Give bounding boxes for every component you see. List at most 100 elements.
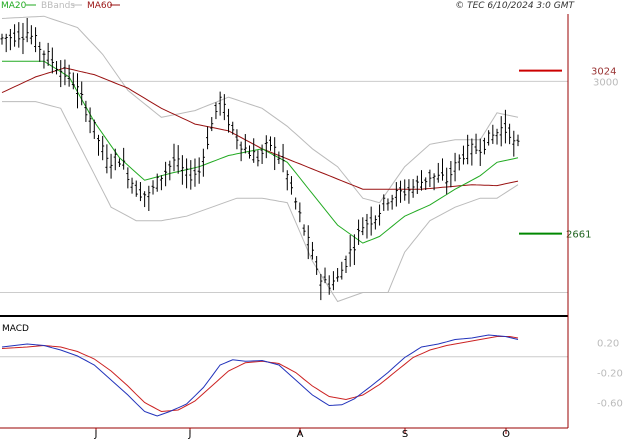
ohlc-bar [352,234,356,266]
legend-ma20-label: MA20 [1,1,27,11]
ohlc-bar [185,158,189,189]
ohlc-bar [38,41,42,62]
ohlc-bar [449,161,453,188]
ohlc-bar [210,117,214,132]
x-tick-label: S [402,429,408,440]
ohlc-bar [80,81,84,106]
ohlc-bar [17,22,21,48]
ohlc-bar [487,130,491,146]
ohlc-bar [319,273,323,301]
ohlc-bar [482,137,486,155]
ohlc-bar [164,161,168,187]
ohlc-bar [298,202,302,223]
ohlc-bar [386,198,390,211]
ohlc-bar [159,175,163,191]
ohlc-bar [122,147,126,170]
bband-lower-line [2,101,519,303]
ohlc-bar [101,135,105,161]
ma60-line [1,67,519,190]
macd-y-tick: -0.60 [597,399,623,410]
ohlc-bar [189,160,193,190]
ohlc-bar [218,91,222,116]
macd-panel: MACD 0.20 -0.20 -0.60 [0,324,623,417]
ohlc-bar [206,126,210,150]
ohlc-bar [180,155,184,185]
ohlc-bar [147,185,151,212]
copyright-text: © TEC 6/10/2024 3:0 GMT [455,1,575,11]
ohlc-bar [491,124,495,144]
ohlc-bar [248,145,252,159]
ohlc-bar [394,182,398,207]
ohlc-bar [260,144,264,164]
ohlc-bar [415,175,419,194]
ohlc-bar [201,148,205,177]
ohlc-bar [281,143,285,173]
legend-bbands-label: BBands [41,1,75,11]
macd-title: MACD [2,324,29,334]
ohlc-bar [252,138,256,163]
x-tick-label: J [188,429,192,440]
ohlc-bar [289,176,293,195]
ohlc-bar [34,27,38,53]
ohlc-bar [495,128,499,145]
ohlc-bar [390,194,394,210]
ohlc-bar [46,42,50,66]
ohlc-bar [176,145,180,174]
ohlc-bar [130,177,134,194]
ohlc-bar [315,256,319,275]
macd-y-tick: 0.20 [597,339,619,350]
ohlc-bar [76,73,80,109]
ohlc-bar [424,177,428,191]
ohlc-bar [466,134,470,165]
ohlc-bar [361,217,365,236]
ohlc-bar [59,60,63,88]
x-tick-label: A [297,429,304,440]
ohlc-bar [151,180,155,195]
price-y-tick: 3000 [593,77,618,88]
ohlc-bar [382,194,386,211]
ohlc-bar [277,151,281,164]
x-tick-label: O [502,429,510,440]
ohlc-bar [436,162,440,183]
macd-line [1,334,519,417]
ohlc-bar [474,133,478,155]
ohlc-bar [134,180,138,197]
ohlc-bar [378,204,382,226]
ohlc-bar [470,138,474,166]
ohlc-bar [197,157,201,184]
ohlc-bar [117,158,121,167]
ohlc-bar [155,173,159,192]
ohlc-bar [499,116,503,147]
ohlc-bar [71,72,75,90]
ohlc-bar [193,158,197,187]
ohlc-bar [227,108,231,133]
ohlc-bar [222,94,226,121]
macd-signal-line [1,336,519,413]
ohlc-bar [243,134,247,154]
ohlc-bar [21,22,25,55]
ohlc-bar [63,59,67,86]
ohlc-bar [126,167,130,189]
ohlc-bar [420,170,424,191]
ohlc-bar [231,121,235,135]
ohlc-bar [503,109,507,144]
ohlc-bar [285,170,289,191]
ohlc-bar [105,144,109,174]
ohlc-bar [478,138,482,166]
ohlc-bar [84,100,88,122]
ohlc-bar [340,261,344,280]
ohlc-bar [0,33,4,45]
resistance-level-label: 3024 [591,67,616,78]
ohlc-bar [432,173,436,191]
ohlc-bar [113,148,117,171]
ohlc-bar [411,179,415,198]
ohlc-bar [348,235,352,267]
ohlc-bar [357,219,361,245]
ohlc-bar [4,33,8,53]
ohlc-bar [214,102,218,120]
ohlc-bar [13,24,17,47]
ohlc-bar [369,206,373,236]
ohlc-bar [8,28,12,51]
